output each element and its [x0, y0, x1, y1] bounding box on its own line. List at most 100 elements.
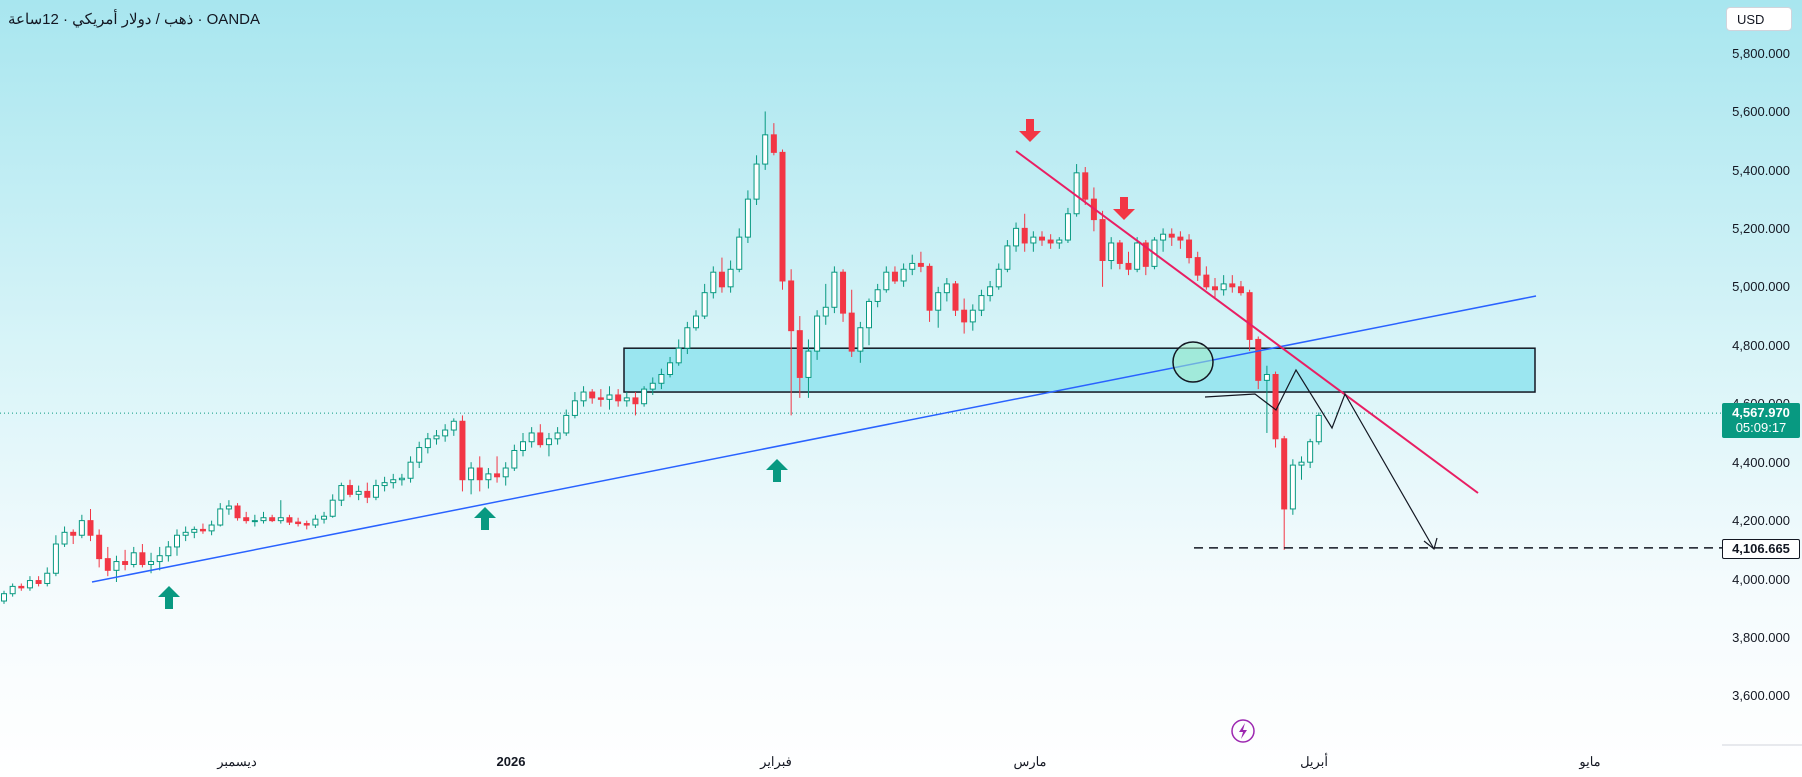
- candle-up: [900, 268, 907, 282]
- candle-down: [199, 528, 206, 532]
- candle-down: [1099, 219, 1106, 262]
- projected-path: [1204, 368, 1435, 550]
- y-tick-label: 3,800.000: [1732, 630, 1790, 645]
- candle-up: [606, 394, 613, 400]
- candle-up: [580, 391, 587, 402]
- candle-down: [96, 534, 103, 560]
- candle-up: [675, 347, 682, 364]
- candle-down: [632, 397, 639, 405]
- projection-arrowhead: [1423, 537, 1438, 551]
- candle-up: [321, 515, 328, 520]
- candle-down: [537, 432, 544, 446]
- y-tick-label: 4,200.000: [1732, 513, 1790, 528]
- candle-up: [641, 388, 648, 405]
- candle-up: [1307, 441, 1314, 463]
- candle-up: [1108, 242, 1115, 262]
- candle-up: [1004, 245, 1011, 270]
- descending-trendline: [1015, 150, 1479, 494]
- candle-up: [355, 490, 362, 495]
- candle-up: [909, 262, 916, 270]
- candle-down: [269, 517, 276, 522]
- candle-down: [243, 517, 250, 522]
- candle-up: [407, 461, 414, 479]
- candle-up: [182, 531, 189, 536]
- down-arrow-icon: [1113, 197, 1135, 220]
- candle-down: [1281, 438, 1288, 510]
- candle-up: [943, 283, 950, 294]
- candle-down: [891, 271, 898, 282]
- candle-up: [727, 268, 734, 288]
- candle-up: [1160, 233, 1167, 241]
- candle-up: [1064, 213, 1071, 241]
- x-tick-label: فبراير: [759, 754, 792, 770]
- candle-up: [935, 292, 942, 311]
- candle-up: [987, 286, 994, 297]
- candle-up: [502, 467, 509, 478]
- candle-up: [1315, 414, 1322, 443]
- currency-button[interactable]: USD: [1726, 7, 1792, 31]
- candle-down: [1168, 233, 1175, 238]
- candle-down: [770, 134, 777, 153]
- symbol-title[interactable]: ذهب / دولار أمريكي · 12ساعة · OANDA: [8, 10, 260, 28]
- resistance-arrows: [1019, 119, 1135, 220]
- candle-down: [234, 505, 241, 519]
- event-icon[interactable]: [1231, 719, 1255, 743]
- candle-up: [208, 524, 215, 532]
- candle-down: [87, 520, 94, 536]
- candle-up: [822, 306, 829, 317]
- candle-down: [494, 473, 501, 478]
- candle-down: [104, 558, 111, 571]
- candle-up: [174, 534, 180, 548]
- candle-up: [1220, 283, 1227, 291]
- candle-up: [372, 485, 379, 498]
- candle-down: [476, 467, 483, 481]
- candle-down: [139, 552, 146, 565]
- candle-up: [260, 517, 267, 522]
- x-tick-label: أبريل: [1300, 753, 1328, 770]
- candle-up: [995, 268, 1002, 288]
- y-tick-label: 5,200.000: [1732, 221, 1790, 236]
- candle-up: [381, 482, 388, 487]
- candle-down: [952, 283, 959, 311]
- candle-up: [277, 517, 284, 522]
- candle-up: [701, 292, 708, 317]
- candle-up: [398, 477, 405, 481]
- candle-down: [718, 271, 725, 288]
- candle-down: [597, 397, 604, 400]
- y-tick-label: 5,400.000: [1732, 163, 1790, 178]
- candle-up: [1134, 242, 1141, 270]
- candle-up: [883, 271, 890, 291]
- candle-up: [338, 485, 345, 501]
- candle-up: [113, 561, 120, 571]
- candle-up: [1013, 227, 1020, 247]
- candle-down: [1082, 172, 1089, 200]
- candle-up: [148, 561, 155, 565]
- candle-up: [1263, 374, 1270, 381]
- candle-up: [390, 479, 397, 484]
- candle-down: [1039, 236, 1045, 241]
- candle-up: [874, 289, 881, 302]
- candle-up: [44, 572, 51, 584]
- up-arrow-icon: [766, 459, 788, 482]
- candle-down: [1246, 292, 1253, 340]
- candle-down: [1212, 286, 1218, 291]
- candle-up: [217, 508, 224, 526]
- candle-up: [485, 473, 492, 481]
- candle-up: [684, 327, 691, 349]
- candle-down: [961, 309, 968, 323]
- candle-down: [615, 394, 622, 402]
- candle-up: [442, 429, 449, 437]
- y-tick-label: 4,000.000: [1732, 572, 1790, 587]
- y-tick-label: 5,800.000: [1732, 46, 1790, 61]
- down-arrow-icon: [1019, 119, 1041, 142]
- candle-up: [61, 531, 68, 545]
- y-tick-label: 3,600.000: [1732, 688, 1790, 703]
- candle-up: [736, 236, 743, 270]
- candle-up: [1, 593, 7, 602]
- candle-countdown: 05:09:17: [1735, 420, 1787, 435]
- candle-up: [312, 518, 319, 526]
- candle-up: [1289, 464, 1296, 510]
- candle-down: [917, 262, 924, 267]
- candle-up: [511, 449, 518, 469]
